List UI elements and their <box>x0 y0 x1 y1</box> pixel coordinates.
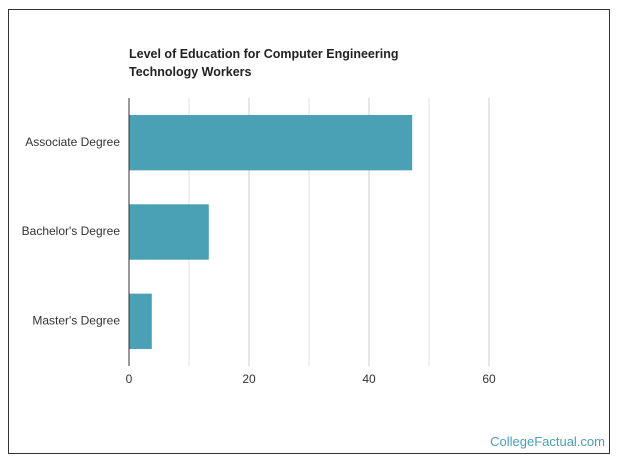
bar <box>129 204 209 260</box>
x-tick-label: 40 <box>362 372 376 386</box>
bar <box>129 114 413 171</box>
x-tick-label: 0 <box>126 372 133 386</box>
y-tick-label: Bachelor's Degree <box>22 224 121 238</box>
chart-title: Level of Education for Computer Engineer… <box>129 47 399 79</box>
frame <box>8 9 610 454</box>
bar <box>129 293 152 350</box>
x-tick-label: 20 <box>242 372 256 386</box>
y-tick-label: Master's Degree <box>32 314 120 328</box>
watermark: CollegeFactual.com <box>490 434 605 449</box>
y-tick-label: Associate Degree <box>25 135 120 149</box>
x-tick-label: 60 <box>482 372 496 386</box>
